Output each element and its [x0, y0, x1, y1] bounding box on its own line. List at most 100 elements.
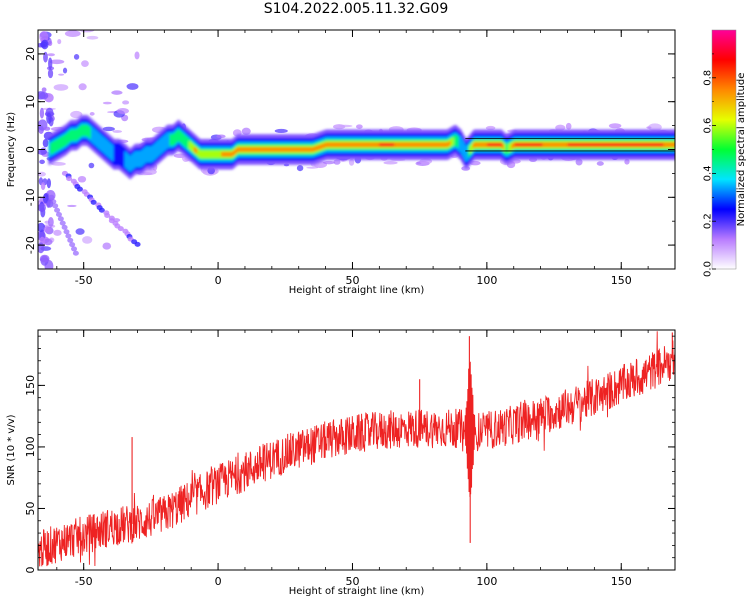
ridge-segment [308, 147, 311, 152]
ridge-segment [462, 142, 466, 159]
ridge-segment [343, 142, 346, 148]
spectrogram-marks [38, 30, 675, 269]
ridge-segment [595, 143, 598, 147]
ridge-segment [156, 140, 159, 158]
ridge-segment [435, 142, 438, 148]
spectral-speckle [39, 254, 50, 263]
ridge-segment [450, 138, 453, 147]
ridge-segment [585, 143, 588, 147]
spectral-speckle [86, 35, 99, 40]
ridge-segment [132, 152, 135, 170]
ridge-segment [451, 137, 454, 146]
ridge-segment [654, 143, 658, 147]
ridge-segment [319, 144, 322, 150]
spectral-speckle [126, 83, 139, 90]
ridge-segment [227, 151, 230, 157]
ridge-segment [221, 151, 224, 157]
ridge-segment [116, 142, 119, 166]
spectral-streak [52, 203, 59, 209]
ridge-segment [185, 136, 188, 149]
ridge-segment [649, 143, 653, 147]
ridge-segment [141, 149, 145, 166]
spectral-speckle [39, 91, 49, 100]
ridge-segment [569, 143, 572, 147]
snr-marks [38, 331, 675, 567]
ridge-segment [409, 142, 412, 148]
ridge-segment [609, 143, 612, 147]
ridge-segment [464, 145, 467, 162]
spectral-ridge [48, 115, 675, 180]
spectral-speckle [306, 166, 319, 169]
ridge-segment [106, 140, 109, 157]
colorbar: 0.0 0.2 0.4 0.6 0.8 Normalized spectral ampli… [703, 29, 747, 277]
ridge-segment [222, 151, 225, 157]
snr-x-tick-label: 100 [476, 575, 497, 588]
ridge-segment [537, 143, 540, 147]
ridge-segment [283, 147, 287, 152]
ridge-outline [465, 138, 675, 152]
spectral-streak [65, 233, 72, 239]
spectral-speckle [67, 204, 77, 208]
ridge-segment [530, 143, 533, 147]
spectral-speckle [40, 39, 49, 50]
ridge-segment [390, 143, 393, 147]
ridge-segment [372, 142, 375, 148]
ridge-segment [554, 142, 558, 148]
ridge-segment [391, 143, 395, 147]
ridge-segment [341, 142, 345, 148]
ridge-segment [266, 147, 269, 152]
spectral-speckle [89, 112, 95, 116]
ridge-segment [72, 129, 75, 141]
ridge-segment [233, 149, 237, 155]
spectral-speckle [39, 159, 45, 165]
ridge-segment [556, 142, 559, 148]
ridge-segment [71, 129, 74, 141]
ridge-segment [588, 143, 591, 147]
ridge-segment [80, 124, 83, 137]
spectral-speckle [46, 178, 52, 189]
spectrogram-y-axis-label: Frequency (Hz) [6, 112, 17, 188]
ridge-segment [491, 143, 495, 147]
ridge-segment [293, 147, 296, 152]
spectral-streak [90, 199, 97, 205]
ridge-segment [437, 142, 440, 148]
ridge-segment [241, 147, 245, 152]
ridge-segment [535, 143, 538, 147]
ridge-segment [361, 142, 364, 148]
ridge-segment [93, 128, 96, 146]
ridge-segment [501, 143, 504, 149]
ridge-segment [87, 125, 90, 138]
ridge-segment [330, 142, 333, 148]
ridge-segment [267, 147, 270, 152]
spectrogram-x-tick-label: 150 [611, 274, 632, 287]
ridge-segment [219, 150, 222, 159]
ridge-segment [577, 143, 580, 147]
ridge-segment [617, 143, 620, 147]
ridge-segment [269, 147, 272, 152]
ridge-segment [622, 143, 625, 147]
ridge-segment [177, 129, 180, 141]
ridge-segment [387, 143, 390, 147]
spectral-speckle [333, 159, 341, 165]
ridge-segment [153, 143, 156, 161]
ridge-segment [616, 143, 619, 147]
ridge-segment [603, 143, 606, 147]
ridge-segment [124, 151, 127, 168]
ridge-segment [208, 150, 211, 159]
ridge-segment [329, 142, 332, 148]
spectral-speckle [356, 124, 363, 129]
ridge-segment [198, 149, 201, 158]
ridge-segment [424, 142, 427, 148]
ridge-segment [108, 141, 111, 159]
chart-title: S104.2022.005.11.32.G09 [263, 1, 449, 17]
ridge-segment [366, 142, 369, 148]
ridge-segment [646, 143, 649, 147]
ridge-segment [656, 143, 659, 147]
ridge-segment [474, 142, 477, 148]
ridge-segment [288, 147, 291, 152]
ridge-segment [240, 147, 243, 152]
ridge-segment [377, 142, 380, 148]
spectral-speckle [555, 124, 566, 131]
ridge-segment [572, 143, 575, 147]
ridge-segment [214, 150, 217, 159]
